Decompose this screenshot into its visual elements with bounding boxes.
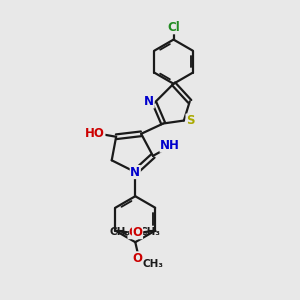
Text: HO: HO — [85, 127, 105, 140]
Text: NH: NH — [160, 139, 180, 152]
Text: CH₃: CH₃ — [110, 227, 131, 237]
Text: O: O — [128, 226, 138, 239]
Text: CH₃: CH₃ — [143, 259, 164, 269]
Text: O: O — [133, 226, 142, 239]
Text: S: S — [186, 114, 195, 127]
Text: O: O — [133, 252, 142, 265]
Text: Cl: Cl — [167, 21, 180, 34]
Text: N: N — [130, 166, 140, 178]
Text: N: N — [144, 95, 154, 108]
Text: CH₃: CH₃ — [140, 227, 161, 237]
